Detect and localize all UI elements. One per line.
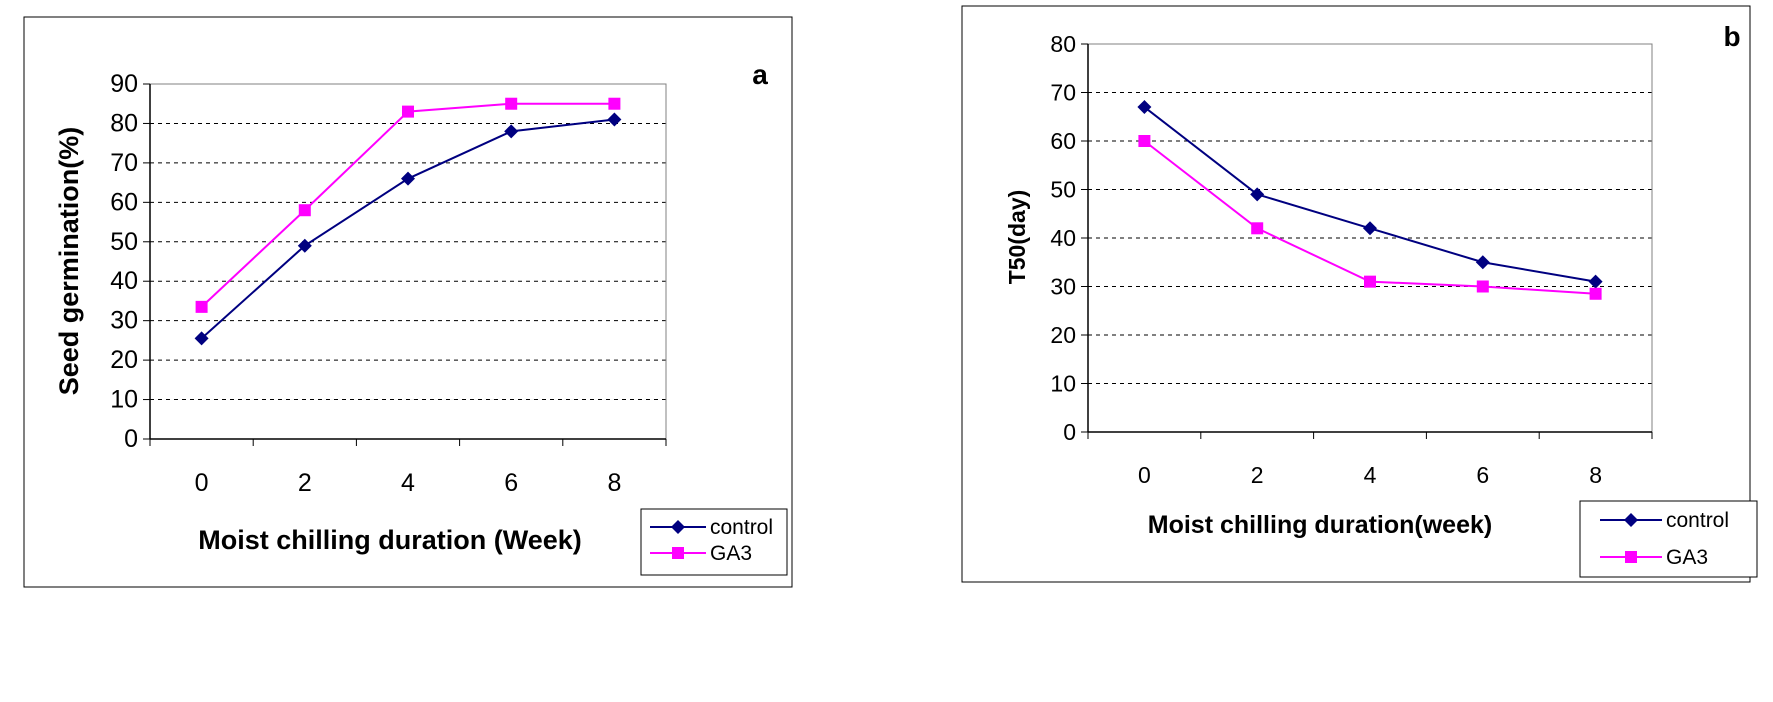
chart-a-y-ticklabel: 60 (110, 188, 138, 216)
chart-a-x-ticklabel: 0 (195, 469, 209, 497)
chart-a-y-ticklabel: 50 (110, 228, 138, 256)
chart-a-ga3-point (195, 300, 208, 313)
chart-b-legend-box (1579, 500, 1758, 578)
chart-a-y-ticklabel: 70 (110, 149, 138, 177)
chart-b-y-axis-title: T50(day) (1004, 190, 1030, 285)
chart-a-y-ticklabel: 20 (110, 346, 138, 374)
chart-b-x-ticklabel: 6 (1476, 462, 1489, 488)
chart-b-x-axis-title: Moist chilling duration(week) (1148, 511, 1492, 539)
chart-a-control-point (401, 171, 415, 186)
chart-a-x-ticklabel: 2 (298, 469, 312, 497)
chart-a-frame (23, 16, 793, 588)
chart-a-y-ticklabel: 40 (110, 267, 138, 295)
chart-b: 0 10 20 30 40 50 60 70 80 0 2 4 6 8 b Moist chilling… (961, 5, 1758, 583)
chart-a-panel-label: a (752, 59, 768, 90)
chart-a-legend-ga3-marker (672, 547, 684, 559)
chart-b-control-point (1588, 274, 1603, 289)
chart-b-legend-ga3-marker (1625, 551, 1637, 563)
chart-b-ga3-point (1476, 280, 1489, 293)
chart-a-x-ticklabel: 4 (401, 469, 415, 497)
chart-b-y-ticklabel: 20 (1050, 322, 1076, 348)
chart-a-control-point (607, 112, 622, 127)
chart-a-x-ticklabels: 0 2 4 6 8 (195, 469, 622, 497)
chart-a-control-point (297, 238, 312, 253)
chart-a-x-ticklabel: 8 (607, 469, 621, 497)
chart-b-legend-ga3-label: GA3 (1666, 546, 1708, 569)
chart-a-legend-control-marker (671, 520, 685, 534)
chart-b-legend-control-marker (1624, 513, 1638, 527)
chart-b-ga3-point (1364, 275, 1376, 288)
chart-a-control-point (504, 124, 519, 139)
chart-b-y-ticklabels: 0 10 20 30 40 50 60 70 80 (1050, 31, 1076, 445)
chart-b-control-point (1475, 255, 1490, 270)
chart-a-ga3-point (608, 97, 621, 110)
chart-b-legend: control GA3 (1579, 500, 1758, 578)
chart-a-y-ticklabel: 80 (110, 109, 138, 137)
chart-b-y-ticklabel: 10 (1050, 371, 1076, 397)
chart-b-y-ticklabel: 70 (1050, 80, 1076, 106)
chart-b-frame (961, 5, 1751, 583)
chart-a-y-axis-title: Seed germination(%) (54, 127, 84, 396)
chart-b-ga3-point (1589, 287, 1602, 300)
chart-a: 0 10 20 30 40 50 60 70 80 90 0 2 4 6 8 a Moist chilli… (23, 16, 793, 588)
chart-b-control-point (1137, 100, 1152, 115)
chart-a-legend-ga3-label: GA3 (710, 542, 752, 565)
chart-b-y-ticklabel: 80 (1050, 31, 1076, 57)
chart-b-control-point (1250, 187, 1265, 202)
chart-a-x-axis-title: Moist chilling duration (Week) (198, 525, 582, 555)
chart-a-ga3-point (402, 105, 414, 118)
chart-b-x-ticklabel: 8 (1589, 462, 1602, 488)
chart-b-x-ticklabel: 4 (1364, 462, 1377, 488)
chart-b-y-ticklabel: 30 (1050, 274, 1076, 300)
chart-b-x-ticklabels: 0 2 4 6 8 (1138, 462, 1602, 488)
chart-a-x-ticklabel: 6 (504, 469, 518, 497)
chart-b-x-ticklabel: 2 (1251, 462, 1264, 488)
chart-a-y-ticklabel: 30 (110, 307, 138, 335)
chart-b-legend-control-label: control (1666, 509, 1729, 532)
chart-a-legend-control-label: control (710, 516, 773, 539)
chart-a-y-ticklabel: 10 (110, 386, 138, 414)
chart-a-y-ticklabels: 0 10 20 30 40 50 60 70 80 90 (110, 70, 138, 453)
chart-b-ga3-point (1138, 135, 1151, 147)
chart-b-y-ticklabel: 40 (1050, 225, 1076, 251)
chart-b-series (1137, 100, 1603, 300)
chart-b-x-ticklabel: 0 (1138, 462, 1151, 488)
chart-a-series (194, 97, 622, 346)
chart-a-ga3-point (505, 97, 518, 110)
chart-a-axes (143, 83, 667, 446)
chart-b-axes (1081, 43, 1653, 439)
chart-b-ga3-point (1251, 222, 1264, 235)
chart-a-y-ticklabel: 90 (110, 70, 138, 98)
chart-b-y-ticklabel: 50 (1050, 177, 1076, 203)
chart-b-control-point (1363, 221, 1377, 236)
chart-a-control-point (194, 331, 209, 346)
chart-a-ga3-point (298, 204, 311, 217)
chart-a-legend: control GA3 (640, 508, 788, 576)
chart-b-y-ticklabel: 0 (1063, 419, 1076, 445)
chart-a-y-ticklabel: 0 (124, 425, 138, 453)
chart-a-legend-box (640, 508, 788, 576)
chart-b-panel-label: b (1723, 21, 1740, 52)
chart-b-y-ticklabel: 60 (1050, 128, 1076, 154)
